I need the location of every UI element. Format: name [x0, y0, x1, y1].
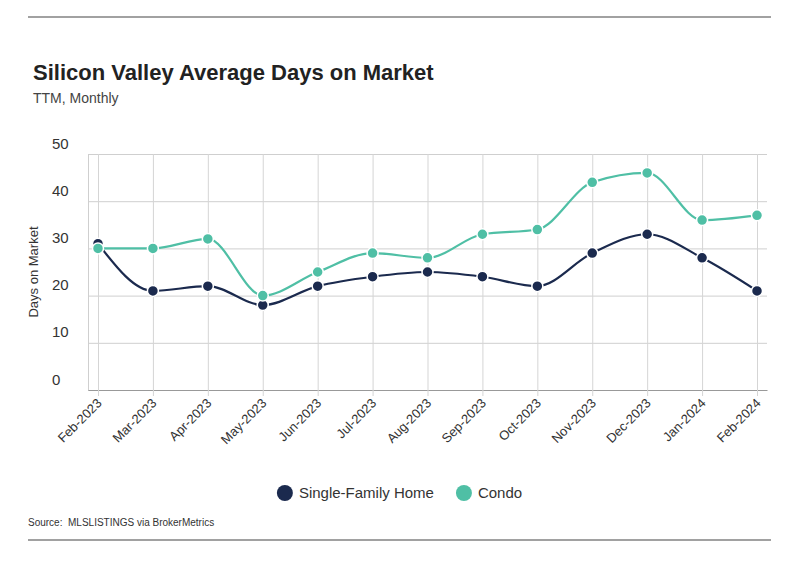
x-grid-line	[153, 154, 154, 396]
series-line	[98, 234, 757, 305]
y-tick: 10	[52, 323, 767, 343]
x-tick: Aug-2023	[384, 154, 434, 446]
series-marker	[477, 271, 488, 282]
x-tick: Dec-2023	[603, 154, 653, 446]
legend-item: Condo	[456, 484, 522, 501]
series-line	[98, 173, 757, 296]
series-marker	[202, 233, 213, 244]
y-tick: 40	[52, 182, 767, 202]
series-marker	[532, 224, 543, 235]
x-tick-label: May-2023	[218, 396, 269, 447]
x-tick-label: Dec-2023	[603, 396, 653, 446]
series-marker	[532, 281, 543, 292]
x-tick-label: Jan-2024	[660, 396, 709, 445]
legend-swatch	[277, 485, 293, 501]
x-grid-line	[702, 154, 703, 396]
series-marker	[642, 229, 653, 240]
y-tick-label: 20	[52, 276, 69, 293]
legend-swatch	[456, 485, 472, 501]
series-marker	[587, 177, 598, 188]
x-tick-label: Oct-2023	[496, 396, 544, 444]
series-marker	[147, 243, 158, 254]
series-marker	[697, 252, 708, 263]
x-grid-line	[537, 154, 538, 396]
series-marker	[422, 252, 433, 263]
series-marker	[422, 267, 433, 278]
x-tick: Jun-2023	[275, 154, 324, 444]
x-tick-label: Feb-2024	[714, 396, 764, 446]
legend: Single-Family Home Condo	[277, 484, 522, 501]
y-tick: 0	[52, 371, 767, 391]
series-marker	[312, 281, 323, 292]
y-tick-label: 50	[52, 135, 69, 152]
y-tick: 20	[52, 276, 767, 296]
series-marker	[202, 281, 213, 292]
x-tick-label: Apr-2023	[166, 396, 214, 444]
x-tick: Jan-2024	[660, 154, 709, 444]
series-marker	[367, 248, 378, 259]
x-grid-line	[592, 154, 593, 396]
x-tick: Sep-2023	[439, 154, 489, 446]
chart: Silicon Valley Average Days on Market TTM…	[0, 0, 799, 575]
y-tick-label: 10	[52, 323, 69, 340]
y-tick: 50	[52, 135, 767, 155]
series-marker	[312, 267, 323, 278]
series-marker	[147, 285, 158, 296]
legend-label: Condo	[478, 484, 522, 501]
x-grid-line	[98, 154, 99, 396]
x-grid-line	[757, 154, 758, 396]
y-tick-label: 40	[52, 182, 69, 199]
x-tick-label: Jul-2023	[333, 396, 379, 442]
x-grid-line	[208, 154, 209, 396]
x-tick-label: Aug-2023	[384, 396, 434, 446]
series-marker	[642, 167, 653, 178]
subtitle: TTM, Monthly	[33, 90, 119, 106]
y-tick-label: 0	[52, 371, 60, 388]
series-marker	[752, 210, 763, 221]
x-tick-label: Sep-2023	[439, 396, 489, 446]
x-tick: Mar-2023	[110, 154, 160, 445]
top-rule	[28, 16, 771, 17]
title: Silicon Valley Average Days on Market	[33, 60, 434, 85]
x-tick: Oct-2023	[496, 154, 544, 444]
series-marker	[587, 248, 598, 259]
x-tick: Feb-2024	[714, 154, 764, 445]
x-tick-label: Feb-2023	[55, 396, 105, 446]
series-marker	[477, 229, 488, 240]
x-tick: Apr-2023	[166, 154, 214, 444]
x-tick: Feb-2023	[55, 154, 105, 445]
bottom-rule	[28, 539, 771, 540]
legend-item: Single-Family Home	[277, 484, 434, 501]
x-axis: Feb-2023Mar-2023Apr-2023May-2023Jun-2023…	[55, 154, 768, 447]
series-marker	[367, 271, 378, 282]
series-marker	[697, 215, 708, 226]
y-axis-title: Days on Market	[26, 226, 41, 317]
legend-label: Single-Family Home	[299, 484, 434, 501]
series-marker	[752, 285, 763, 296]
series-marker	[257, 290, 268, 301]
x-grid-line	[647, 154, 648, 396]
x-tick: Jul-2023	[333, 154, 379, 441]
x-tick-label: Mar-2023	[110, 396, 160, 446]
series-marker	[92, 243, 103, 254]
plot-area	[92, 167, 762, 310]
source: Source: MLSLISTINGS via BrokerMetrics	[28, 517, 214, 528]
x-tick-label: Nov-2023	[548, 396, 598, 446]
x-grid-line	[263, 154, 264, 396]
y-tick: 30	[52, 229, 767, 249]
y-axis-line	[88, 155, 89, 391]
x-tick-label: Jun-2023	[275, 396, 324, 445]
y-tick-label: 30	[52, 229, 69, 246]
y-axis: 0 10 20 30 40 50	[52, 135, 767, 391]
